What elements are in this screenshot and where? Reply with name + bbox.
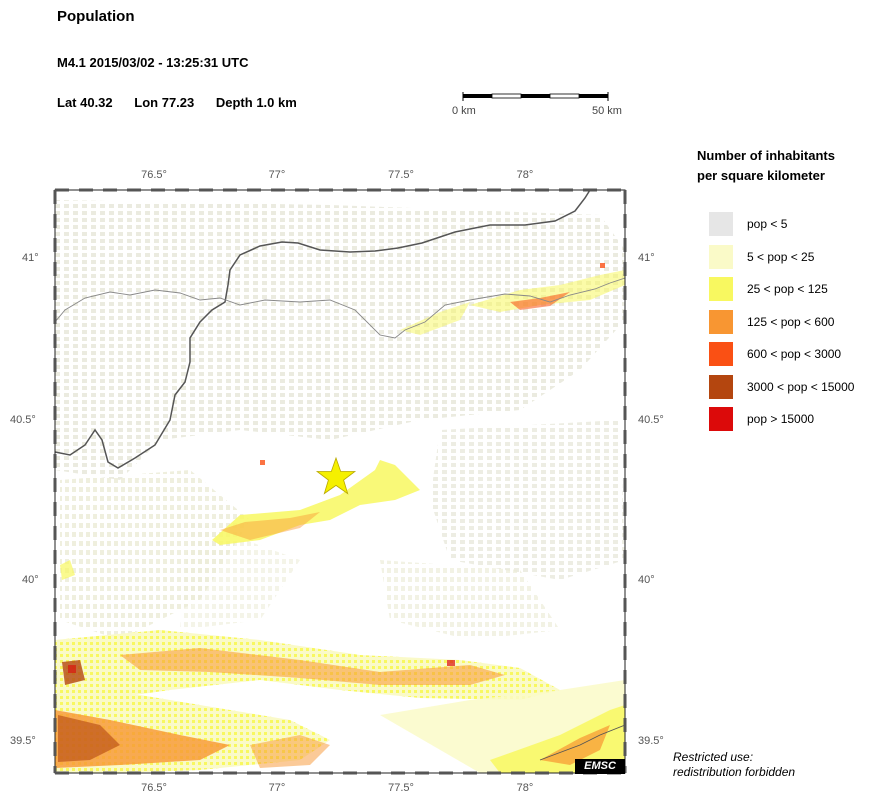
depth-value: Depth 1.0 km: [215, 95, 297, 110]
legend-label: 125 < pop < 600: [747, 314, 835, 329]
national-border: [55, 190, 625, 761]
sparse-population-layer: [55, 200, 625, 640]
legend-title-line-1: Number of inhabitants: [697, 148, 835, 163]
legend-label: 25 < pop < 125: [747, 282, 828, 296]
legend-label: 3000 < pop < 15000: [747, 379, 855, 394]
lat-tick-right-39-5: 39.5°: [638, 735, 664, 747]
lon-tick-bottom-78: 78°: [516, 782, 534, 794]
lat-tick-left-41: 41°: [22, 252, 39, 264]
legend-label: pop < 5: [747, 217, 788, 231]
legend-swatch: [709, 244, 733, 269]
map-frame-ticks: [53, 188, 627, 775]
map-title: Population: [57, 8, 135, 25]
longitude-value: Lon 77.23: [134, 95, 195, 110]
event-info: M4.1 2015/03/02 - 13:25:31 UTC: [57, 55, 249, 70]
legend-title-line-2: per square kilometer: [697, 168, 825, 183]
lon-tick-top-78: 78°: [516, 169, 534, 181]
legend-swatch: [709, 277, 733, 301]
lat-tick-left-40-5: 40.5°: [10, 414, 36, 426]
usage-disclaimer: Restricted use: redistribution forbidden: [673, 750, 795, 780]
lat-tick-left-39-5: 39.5°: [10, 735, 36, 747]
lon-tick-top-77: 77°: [268, 169, 286, 181]
disclaimer-line-2: redistribution forbidden: [673, 765, 796, 779]
disclaimer-line-1: Restricted use:: [673, 750, 754, 764]
legend-swatch: [709, 212, 733, 236]
legend-swatch: [709, 374, 733, 399]
legend-swatch: [709, 407, 733, 431]
legend-title: Number of inhabitants per square kilomet…: [697, 146, 872, 186]
lon-tick-top-76-5: 76.5°: [141, 169, 167, 181]
legend-label: 600 < pop < 3000: [747, 347, 842, 361]
legend-swatch: [709, 342, 733, 366]
event-coordinates: Lat 40.32 Lon 77.23 Depth 1.0 km: [57, 95, 315, 110]
lat-tick-right-41: 41°: [638, 252, 655, 264]
epicenter-star: [315, 456, 357, 495]
legend-label: 5 < pop < 25: [747, 249, 815, 264]
lon-tick-top-77-5: 77.5°: [388, 169, 414, 181]
legend-label: pop > 15000: [747, 412, 815, 426]
latitude-value: Lat 40.32: [57, 95, 113, 110]
emsc-badge: EMSC: [575, 759, 625, 774]
scale-bar: 0 km 50 km: [452, 92, 630, 122]
lon-tick-bottom-77: 77°: [268, 782, 286, 794]
settlement-layer: [55, 263, 625, 773]
scale-start-label: 0 km: [452, 105, 476, 117]
scale-end-label: 50 km: [592, 105, 622, 117]
lat-tick-right-40-5: 40.5°: [638, 414, 664, 426]
lon-tick-bottom-77-5: 77.5°: [388, 782, 414, 794]
lon-tick-bottom-76-5: 76.5°: [141, 782, 167, 794]
lat-tick-right-40: 40°: [638, 574, 655, 586]
lat-tick-left-40: 40°: [22, 574, 39, 586]
provincial-border: [55, 277, 625, 339]
legend-swatch: [709, 309, 733, 334]
